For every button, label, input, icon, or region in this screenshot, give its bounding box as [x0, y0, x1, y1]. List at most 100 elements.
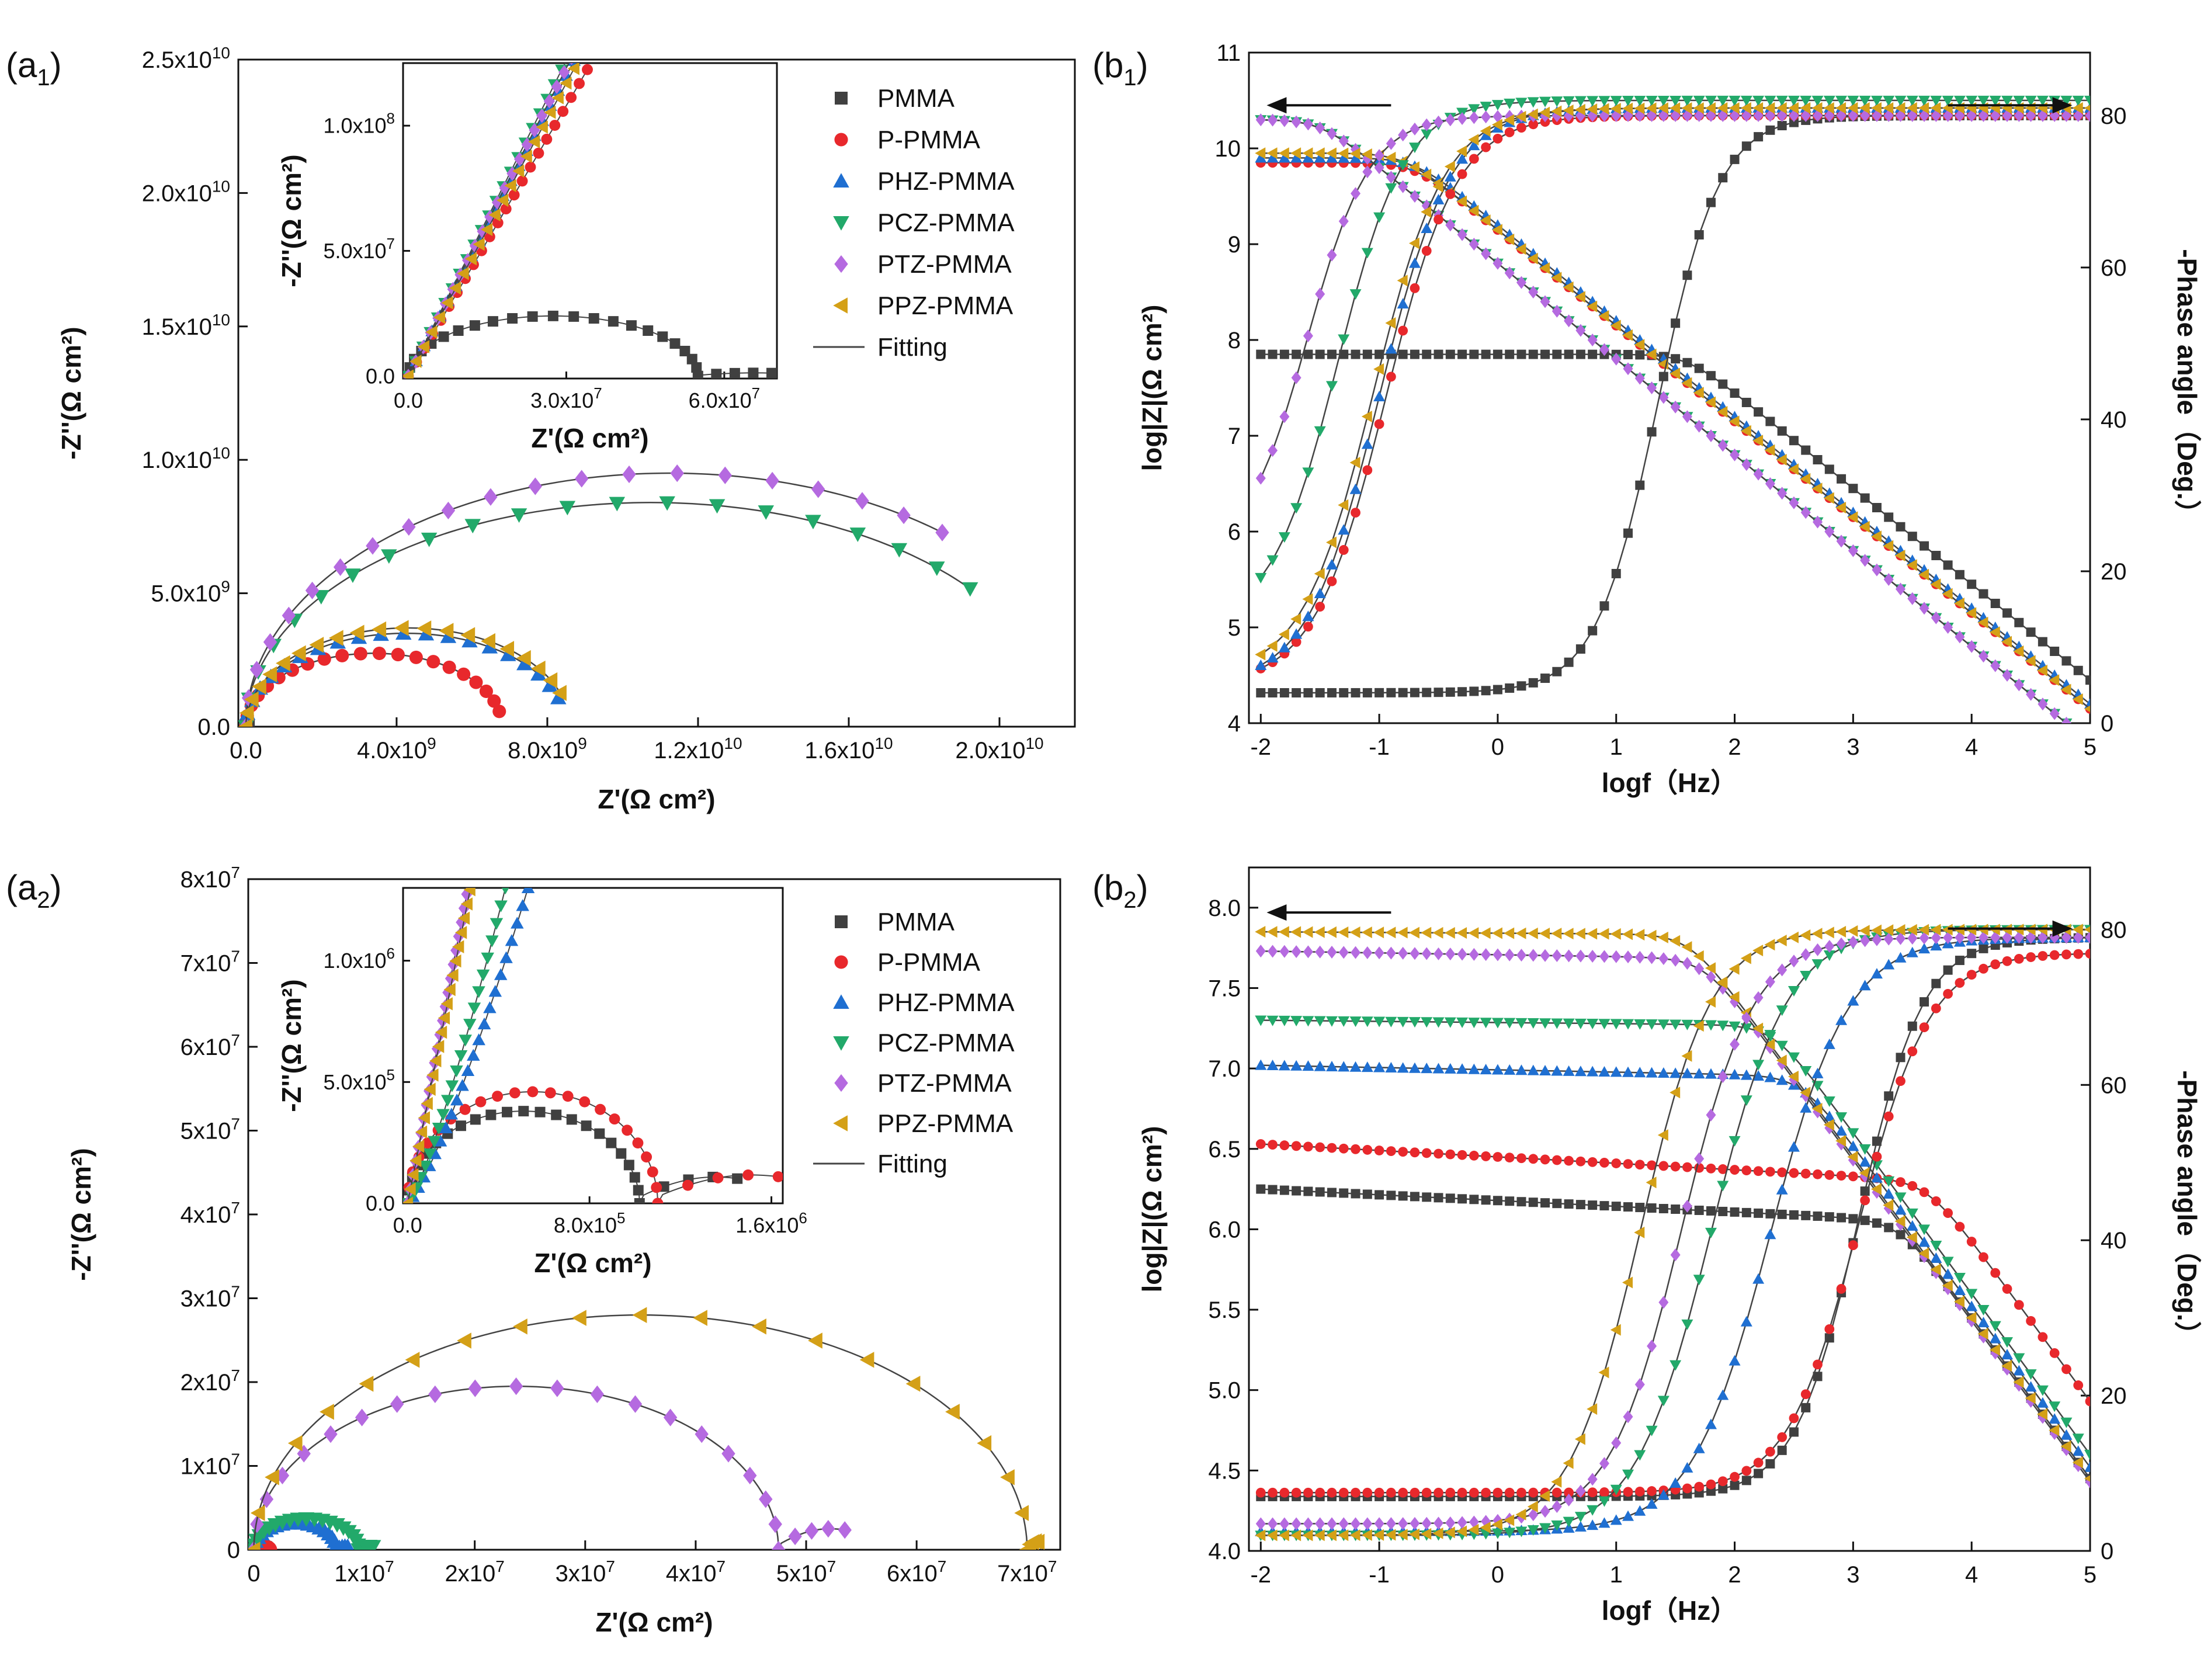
phase-ptz-pmma [1255, 109, 2090, 485]
data-point [1386, 1517, 1396, 1530]
data-point [1325, 381, 1338, 392]
data-point [626, 320, 637, 331]
data-point [1930, 1264, 1941, 1276]
data-point [1599, 1487, 1609, 1497]
data-point [891, 543, 908, 558]
data-point [250, 1515, 264, 1533]
data-point [445, 1108, 459, 1120]
data-point [1481, 110, 1491, 124]
data-point [1765, 1209, 1775, 1219]
legend-label: PPZ-PMMA [877, 291, 1014, 320]
data-point [1397, 1016, 1409, 1028]
data-point [1564, 1155, 1574, 1166]
data-point [2001, 1360, 2012, 1372]
data-point [1611, 1436, 1622, 1450]
data-point [1730, 388, 1740, 398]
data-point [492, 1091, 503, 1102]
data-point [1587, 949, 1598, 963]
data-point [566, 1114, 577, 1125]
data-point [1587, 1065, 1599, 1077]
legend-marker-p-pmma [834, 133, 848, 147]
data-point [1574, 1521, 1587, 1532]
data-point [1540, 1154, 1550, 1165]
data-point [1930, 95, 1942, 106]
panel-paren-close: ) [1137, 46, 1148, 85]
data-point [1777, 426, 1787, 436]
data-point [1706, 1206, 1716, 1216]
data-point [711, 369, 722, 379]
data-point [562, 1091, 574, 1102]
data-point [1610, 928, 1621, 940]
data-point [1290, 503, 1303, 514]
data-point [1362, 1517, 1373, 1530]
data-point [616, 1148, 627, 1159]
data-point [1325, 558, 1338, 570]
data-point [1729, 963, 1740, 975]
tick-exponent: 7 [606, 1557, 615, 1575]
data-point [1823, 492, 1834, 504]
data-point [582, 64, 593, 75]
data-point [559, 501, 576, 516]
data-point [1256, 1184, 1266, 1194]
tick-mantissa: 3x10 [181, 1286, 231, 1312]
data-point [682, 1179, 693, 1191]
data-point [1670, 1087, 1681, 1099]
data-point [1848, 1214, 1858, 1224]
data-point [2025, 655, 2036, 667]
data-point [1408, 143, 1421, 154]
data-point [1505, 683, 1515, 693]
data-point [1421, 168, 1432, 181]
data-point [1504, 948, 1515, 962]
data-point [679, 345, 690, 356]
data-point [1527, 927, 1538, 939]
data-point [788, 1528, 802, 1546]
data-point [1278, 641, 1290, 652]
data-point [1598, 96, 1611, 107]
legend-marker-p-pmma [834, 955, 848, 969]
data-point [1920, 997, 1929, 1007]
data-point [1906, 1231, 1917, 1244]
data-point [404, 1182, 416, 1196]
data-point [897, 506, 911, 525]
data-point [499, 951, 513, 963]
data-point [1528, 1154, 1539, 1164]
tick-mantissa: 5.0x10 [323, 1070, 386, 1094]
data-point [525, 161, 536, 173]
data-point [929, 561, 945, 576]
data-point [1527, 97, 1539, 108]
data-point [558, 65, 570, 80]
data-point [1598, 310, 1609, 322]
data-point [579, 1096, 591, 1108]
data-point [499, 641, 515, 657]
data-point [533, 147, 544, 159]
data-point [1764, 939, 1775, 951]
data-point [1456, 153, 1469, 164]
data-point [485, 1109, 497, 1120]
tick-exponent: 10 [724, 734, 742, 752]
data-point [1291, 371, 1301, 384]
y-tick-label: 6 [1228, 519, 1241, 545]
data-point [1813, 1372, 1823, 1382]
legend-marker-pmma [835, 92, 848, 105]
data-point [455, 1120, 466, 1131]
data-point [2014, 954, 2024, 964]
data-point [691, 362, 702, 373]
data-point [1870, 1183, 1882, 1195]
data-point [1314, 1060, 1326, 1071]
tick-mantissa: 8x10 [181, 867, 231, 893]
data-point [1682, 957, 1692, 970]
arrow-head [1266, 97, 1287, 114]
data-point [1894, 1215, 1905, 1227]
data-point [542, 677, 558, 692]
data-point [1634, 929, 1645, 941]
data-point [1457, 947, 1467, 961]
data-point [2036, 1408, 2047, 1420]
data-point [1349, 483, 1362, 494]
data-point [1385, 926, 1396, 939]
data-point [1823, 1038, 1835, 1049]
data-point [409, 650, 423, 664]
data-point [1457, 1150, 1467, 1160]
data-point [1469, 154, 1479, 164]
data-point [1469, 349, 1479, 359]
